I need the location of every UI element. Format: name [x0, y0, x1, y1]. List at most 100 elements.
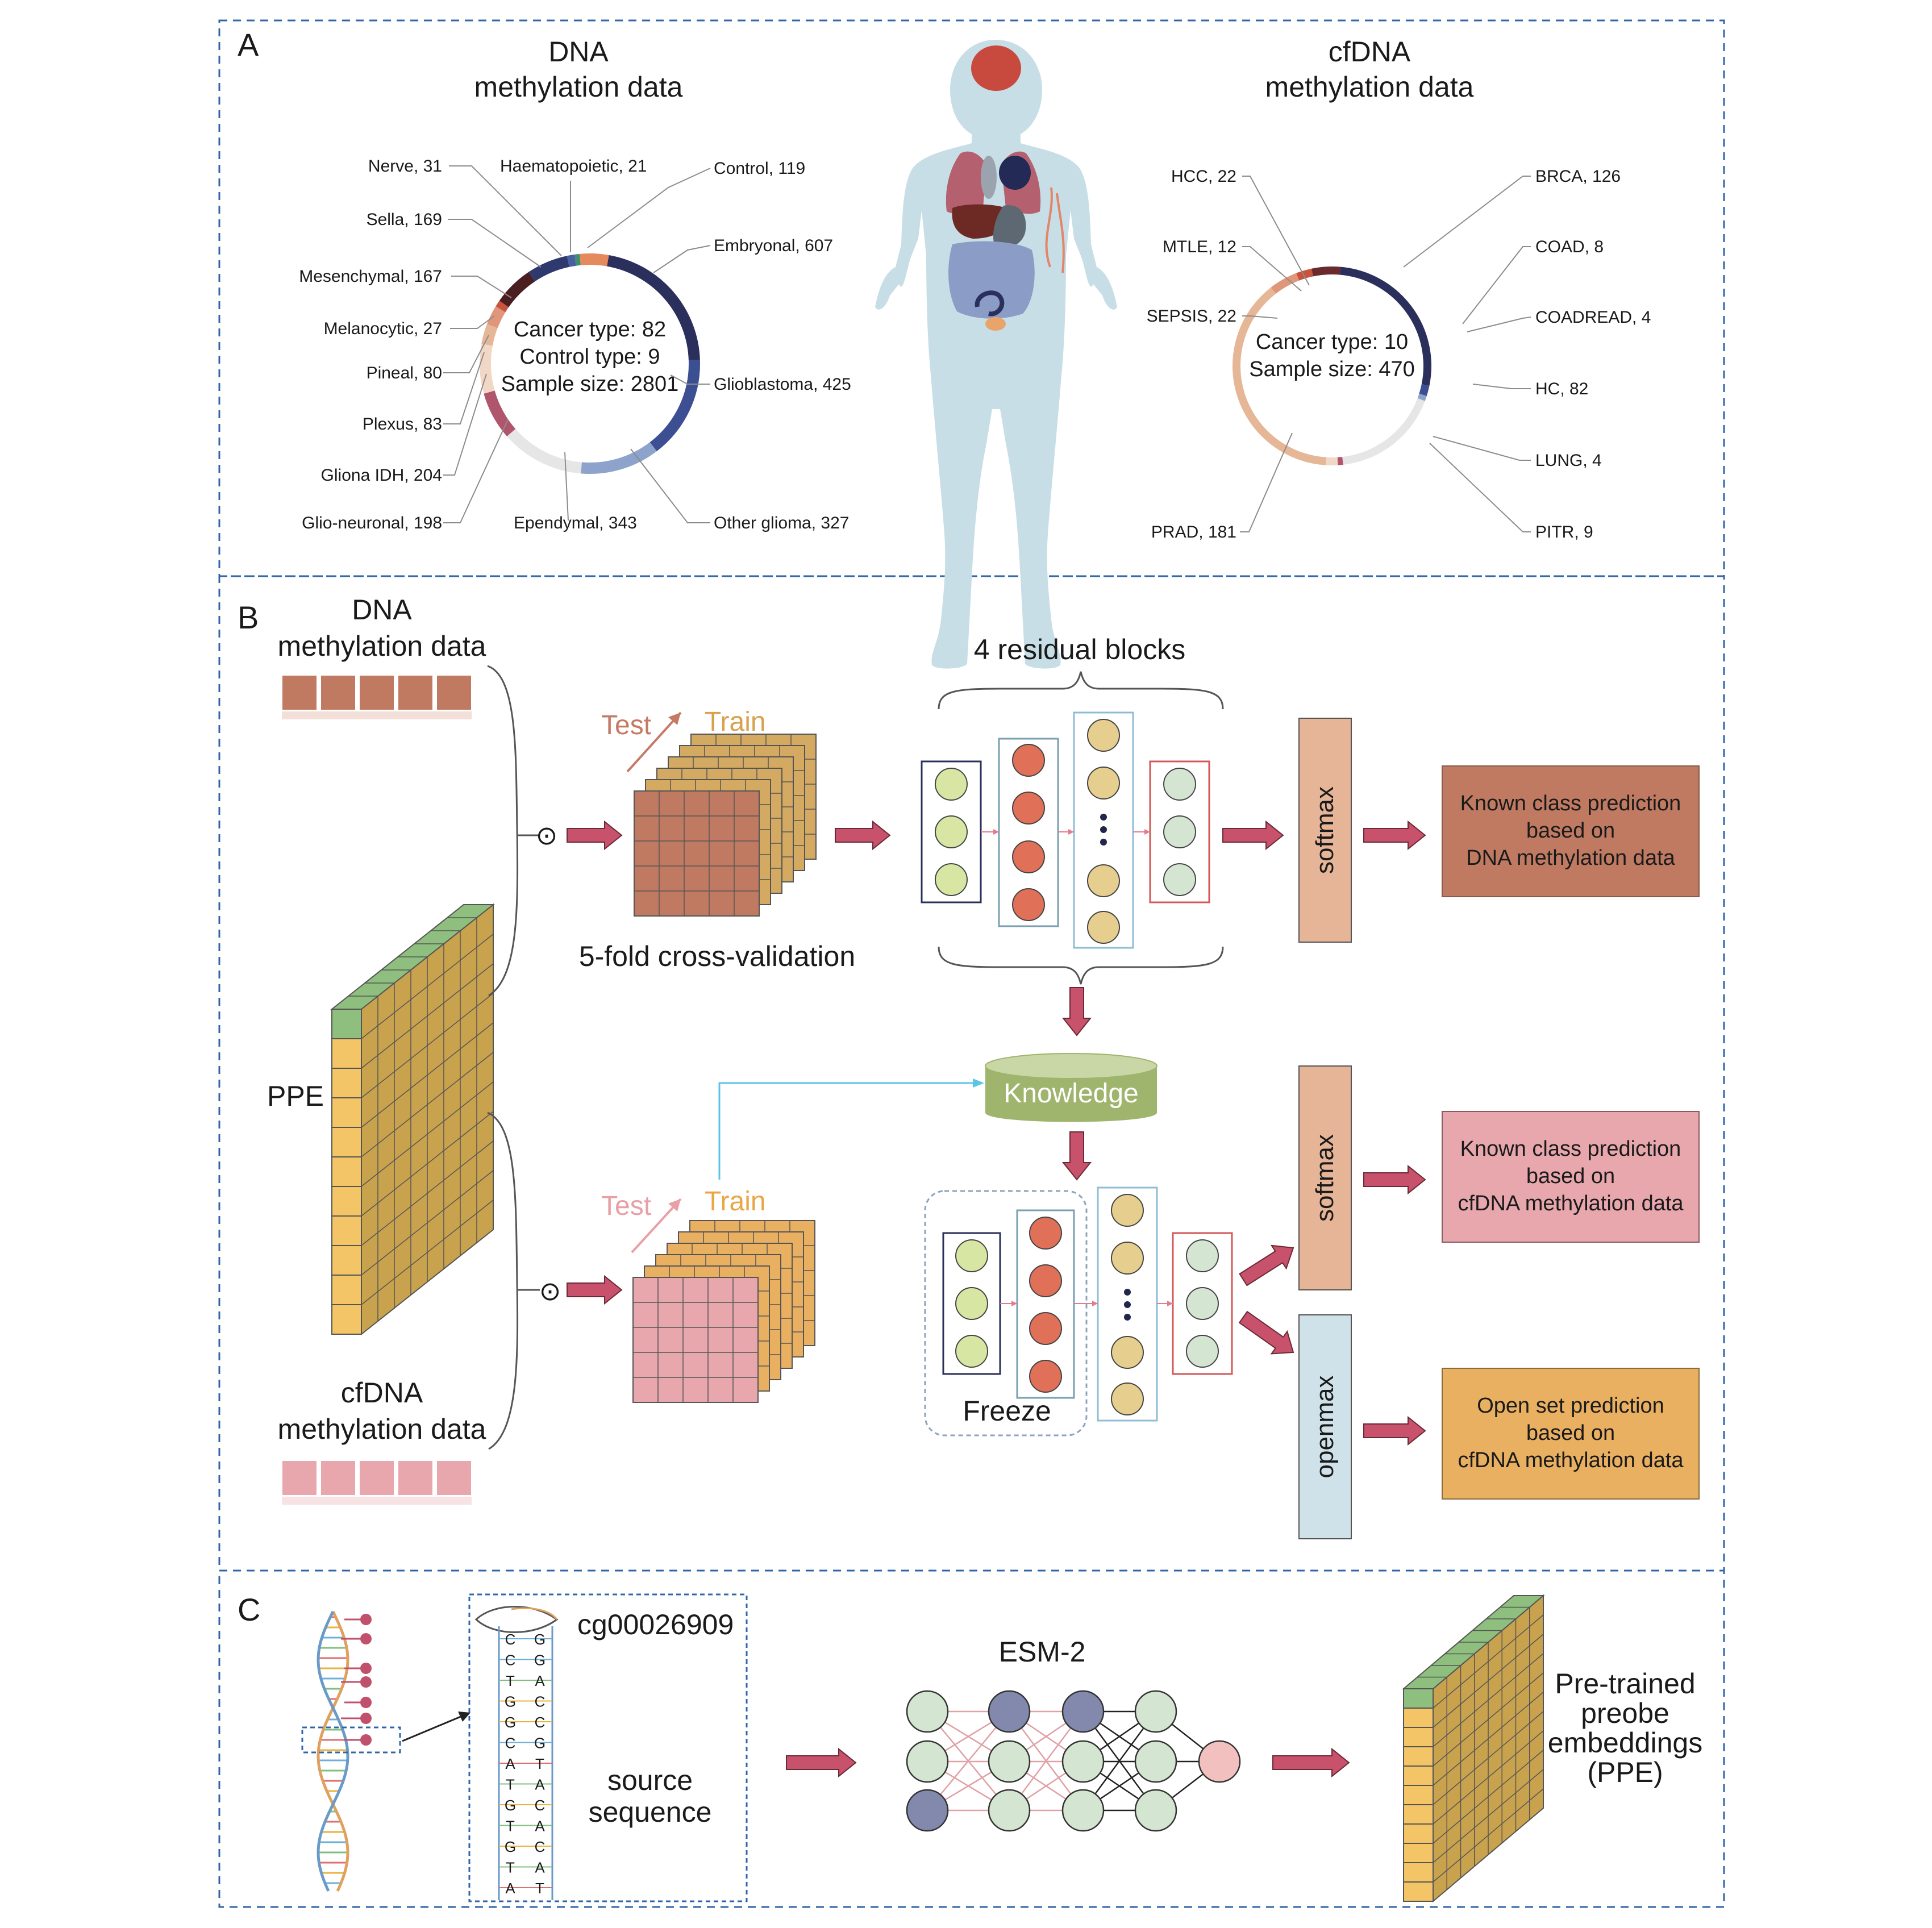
methyl-group: [360, 1663, 372, 1674]
label-prad: PRAD, 181: [1151, 523, 1236, 542]
neuron: [1087, 719, 1120, 752]
label-haematopoietic: Haematopoietic, 21: [500, 157, 647, 176]
ring-segment-3: [1342, 398, 1425, 465]
probe-id-label: cg00026909: [577, 1609, 734, 1640]
ring-segment-3: [649, 360, 700, 452]
train-label-bot: Train: [705, 1186, 766, 1217]
esm-neuron: [988, 1690, 1031, 1733]
label-other-glioma: Other glioma, 327: [714, 514, 849, 532]
knowledge-store: Knowledge: [985, 1053, 1157, 1122]
result-box-3-line3: cfDNA methylation data: [1458, 1448, 1684, 1472]
ring-segment-13: [567, 254, 576, 267]
label-nerve: Nerve, 31: [368, 157, 442, 176]
panel-letter-b: B: [238, 599, 259, 635]
panel-a-left-title-line1: DNA: [548, 36, 609, 68]
neuron: [935, 815, 968, 848]
source-sequence-line1: source: [607, 1764, 693, 1796]
result-box-1-line2: based on: [1526, 819, 1615, 843]
openmax-label: openmax: [1311, 1375, 1339, 1478]
base-left: T: [506, 1859, 515, 1876]
neuron: [1111, 1383, 1144, 1415]
flow-arrow: [1363, 820, 1426, 851]
ring-segment-7: [1271, 273, 1300, 294]
neuron: [1111, 1194, 1144, 1227]
methyl-group: [360, 1633, 372, 1644]
dna-input-title-line2: methylation data: [278, 630, 486, 662]
result-box-dna-known: Known class prediction based on DNA meth…: [1442, 765, 1700, 897]
left-ring-center-line2: Control type: 9: [519, 345, 660, 369]
trachea: [981, 156, 997, 199]
ring-segment-11: [499, 272, 535, 307]
blood-vessels: [1045, 187, 1065, 273]
base-right: A: [535, 1776, 545, 1793]
cfdna-input-title-line1: cfDNA: [341, 1377, 423, 1409]
panel-a: DNA methylation data cfDNA methylation d…: [299, 36, 1651, 669]
test-label-top: Test: [601, 710, 651, 740]
bladder: [985, 317, 1006, 331]
esm-neuron: [906, 1789, 949, 1832]
ring-segment-4: [581, 442, 657, 474]
ring-segment-2: [1417, 393, 1427, 401]
test-train-arrow-bot: [631, 1198, 682, 1254]
base-left: T: [506, 1776, 515, 1793]
neuron: [1087, 767, 1120, 799]
ppe-output-line2: preobe: [1581, 1697, 1669, 1729]
label-brca: BRCA, 126: [1535, 167, 1621, 186]
neuron: [955, 1287, 988, 1320]
neuron: [1111, 1242, 1144, 1275]
neuron: [935, 863, 968, 896]
esm-neuron: [1061, 1740, 1105, 1783]
methyl-group: [360, 1734, 372, 1746]
panel-letter-a: A: [238, 27, 259, 63]
stomach: [993, 205, 1026, 248]
base-left: T: [506, 1672, 515, 1689]
softmax-bar-top: softmax: [1298, 718, 1352, 943]
base-left: T: [506, 1818, 515, 1835]
result-box-3-line1: Open set prediction: [1477, 1394, 1664, 1418]
ellipsis-dot: [1124, 1314, 1131, 1321]
residual-blocks-label: 4 residual blocks: [974, 634, 1185, 665]
neuron: [1087, 911, 1120, 944]
sequence-box: [468, 1593, 748, 1902]
result-box-2-line2: based on: [1526, 1164, 1615, 1188]
helix-zoom-arrowhead: [458, 1712, 470, 1722]
base-left: G: [505, 1714, 516, 1731]
human-body-illustration: [875, 40, 1117, 669]
esm-neuron: [906, 1740, 949, 1783]
esm-edge: [927, 1711, 1010, 1811]
cube-front: [1403, 1688, 1434, 1902]
result-box-cfdna-known: Known class prediction based on cfDNA me…: [1442, 1111, 1700, 1243]
brain: [971, 45, 1021, 91]
ring-segment-12: [528, 256, 570, 282]
sequence-base-pairs: C GC GT AG CG CC GA TT AG CT AG CT AA T: [499, 1631, 552, 1897]
neuron: [1186, 1239, 1219, 1272]
base-left: C: [505, 1652, 516, 1669]
neuron: [1012, 744, 1045, 777]
base-right: T: [535, 1880, 544, 1897]
flow-arrow: [1061, 1131, 1092, 1181]
flow-arrow: [1363, 1164, 1426, 1195]
neuron: [1163, 815, 1196, 848]
result-box-open-set: Open set prediction based on cfDNA methy…: [1442, 1368, 1700, 1500]
freeze-region: [924, 1190, 1088, 1436]
ellipsis-dot: [1124, 1301, 1131, 1308]
label-hc: HC, 82: [1535, 380, 1588, 398]
base-left: G: [505, 1693, 516, 1710]
neuron: [1186, 1335, 1219, 1368]
label-sepsis: SEPSIS, 22: [1147, 307, 1236, 326]
openmax-bar: openmax: [1298, 1314, 1352, 1539]
base-right: A: [535, 1818, 545, 1835]
softmax-label-top: softmax: [1311, 786, 1339, 874]
neuron: [1029, 1360, 1062, 1393]
softmax-bar-bottom: softmax: [1298, 1065, 1352, 1290]
panel-a-right-title-line2: methylation data: [1265, 71, 1474, 103]
softmax-label-bottom: softmax: [1311, 1134, 1339, 1222]
neuron: [1087, 864, 1120, 897]
dna-methylation-ring: [480, 253, 700, 474]
ellipsis-dot: [1100, 839, 1107, 846]
base-left: A: [505, 1755, 515, 1772]
label-coad: COAD, 8: [1535, 238, 1604, 256]
label-melanocytic: Melanocytic, 27: [324, 319, 442, 338]
label-gliona-idh: Gliona IDH, 204: [321, 466, 442, 485]
neuron: [1163, 863, 1196, 896]
